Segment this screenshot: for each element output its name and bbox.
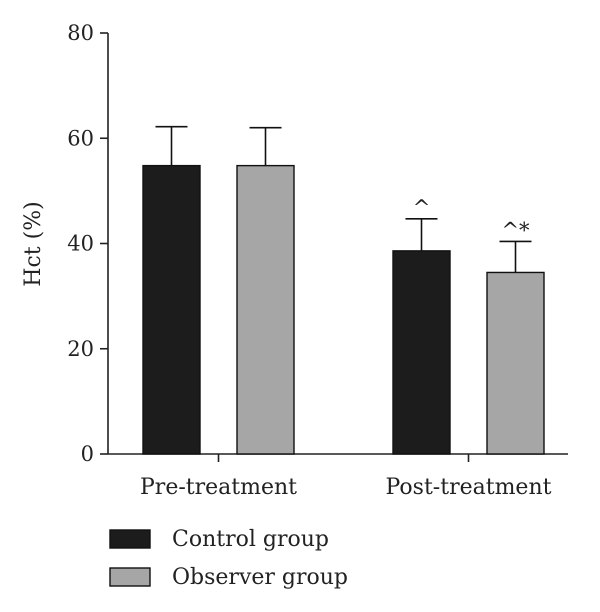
legend: Control group Observer group: [109, 527, 348, 590]
bar: [142, 164, 201, 455]
y-tick-label: 20: [67, 337, 94, 361]
legend-label: Observer group: [172, 565, 348, 590]
y-tick-label: 40: [67, 232, 94, 256]
legend-label: Control group: [172, 527, 329, 552]
bar: [392, 250, 451, 455]
bars: [142, 164, 545, 455]
y-axis-label: Hct (%): [21, 201, 46, 286]
x-axis: Pre-treatment Post-treatment: [108, 453, 568, 500]
y-tick-label: 60: [67, 126, 94, 150]
significance-marker: ^: [413, 196, 431, 220]
y-tick-label: 80: [67, 21, 94, 45]
x-tick-label: Pre-treatment: [140, 475, 297, 500]
significance-annotations: ^ ^*: [413, 196, 530, 243]
x-tick-label: Post-treatment: [386, 475, 552, 500]
legend-swatch: [109, 567, 151, 587]
y-axis-label-group: Hct (%): [21, 201, 46, 286]
y-tick-label: 0: [81, 442, 94, 466]
bar: [486, 271, 545, 455]
legend-swatch: [109, 529, 151, 549]
error-bars: [155, 125, 532, 273]
y-axis: 0 20 40 60 80: [67, 21, 109, 466]
bar: [236, 164, 295, 455]
significance-marker: ^*: [501, 218, 530, 242]
